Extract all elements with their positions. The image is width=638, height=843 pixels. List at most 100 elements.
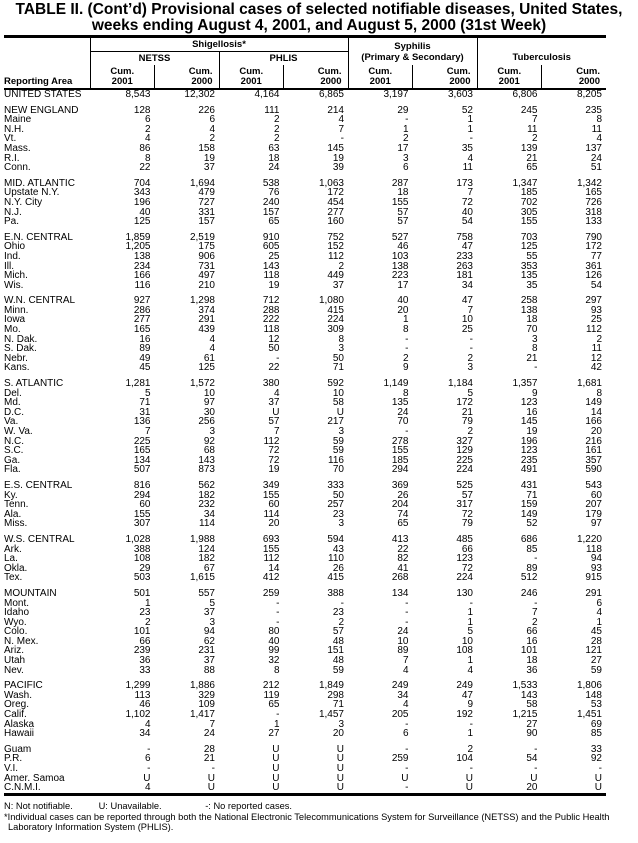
table-row: Ala. 155 34 114 23 74 72 149 179: [4, 508, 606, 520]
value-cell: 2,519: [189, 231, 215, 243]
value-cell: 9: [467, 699, 473, 711]
header-reporting-area: Reporting Area: [4, 65, 90, 90]
value-cell: 259: [262, 587, 280, 599]
value-cell: 16: [526, 406, 538, 418]
value-cell: 1: [402, 123, 409, 135]
value-cell: U: [465, 772, 473, 784]
value-cell: 34: [139, 728, 151, 740]
value-cell: 135: [520, 270, 538, 282]
value-cell: 4: [144, 133, 151, 145]
value-cell: 1,694: [189, 177, 215, 189]
value-cell: 9: [531, 387, 538, 399]
value-cell: 8: [402, 324, 409, 336]
reporting-area-cell: Mont.: [4, 597, 30, 609]
reporting-area-cell: MOUNTAIN: [4, 587, 57, 599]
value-cell: 449: [327, 270, 344, 282]
value-cell: 72: [268, 445, 280, 457]
value-cell: -: [405, 607, 409, 619]
value-cell: 82: [397, 553, 409, 565]
reporting-area-cell: Mo.: [4, 324, 21, 336]
value-cell: 143: [520, 689, 538, 701]
value-cell: 125: [198, 362, 215, 374]
value-cell: U: [143, 772, 151, 784]
reporting-area-cell: Kans.: [4, 362, 30, 374]
footer-u: U: Unavailable.: [98, 801, 162, 811]
value-cell: 11: [527, 123, 538, 135]
syphilis-label: Syphilis: [394, 40, 431, 52]
value-cell: 223: [391, 270, 409, 282]
value-cell: 113: [134, 689, 151, 701]
value-cell: 873: [198, 464, 215, 476]
value-cell: 50: [268, 343, 280, 355]
reporting-area-cell: Okla.: [4, 562, 28, 574]
value-cell: 1,215: [512, 709, 538, 721]
value-cell: 249: [391, 680, 409, 692]
table-bottom-rule: [4, 792, 606, 796]
value-cell: 42: [590, 362, 602, 374]
value-cell: 1,451: [576, 709, 602, 721]
value-cell: 27: [268, 728, 280, 740]
value-cell: 133: [585, 216, 602, 228]
reporting-area-cell: N. Mex.: [4, 635, 39, 647]
value-cell: 1,102: [125, 709, 151, 721]
value-cell: 22: [139, 162, 151, 174]
value-cell: 592: [327, 378, 344, 390]
value-cell: 40: [461, 206, 473, 218]
reporting-area-cell: Idaho: [4, 607, 30, 619]
value-cell: -: [534, 362, 538, 374]
value-cell: 226: [198, 104, 215, 116]
value-cell: 48: [332, 635, 344, 647]
value-cell: 152: [327, 241, 344, 253]
table-row: Del. 5 10 4 10 8 5 9 8: [4, 387, 606, 399]
disease-table: Shigellosis* Syphilis (Primary & Seconda…: [4, 35, 606, 796]
table-row: Tenn. 60 232 60 257 204 317 159 207: [4, 500, 606, 510]
header-cum-2000: Cum. 2000: [412, 65, 477, 90]
table-row: Fla. 507 873 19 70 294 224 491 590: [4, 465, 606, 475]
value-cell: 1,806: [576, 680, 602, 692]
value-cell: 225: [133, 435, 151, 447]
header-cum-2001: Cum. 2001: [476, 65, 542, 90]
value-cell: 11: [591, 343, 602, 355]
value-cell: -: [405, 743, 409, 755]
value-cell: 3: [402, 152, 409, 164]
value-cell: 134: [133, 454, 151, 466]
cum-label: Cum.: [317, 65, 342, 77]
value-cell: -: [276, 352, 280, 364]
reporting-area-cell: Maine: [4, 114, 32, 126]
value-cell: 20: [268, 518, 280, 530]
value-cell: 294: [133, 489, 151, 501]
table-row: Ariz. 239 231 99 151 89 108 101 121: [4, 646, 606, 656]
value-cell: 36: [139, 655, 151, 667]
reporting-area-cell: Utah: [4, 655, 26, 667]
header-phlis: PHLIS: [218, 51, 348, 65]
header-cum-2001: Cum. 2001: [347, 65, 413, 90]
cum-label: Cum.: [368, 65, 393, 77]
value-cell: 57: [268, 416, 280, 428]
value-cell: -: [340, 133, 344, 145]
value-cell: 70: [526, 324, 538, 336]
value-cell: 1,681: [576, 378, 602, 390]
value-cell: 59: [332, 435, 344, 447]
table-row: Minn. 286 374 288 415 20 7 138 93: [4, 306, 606, 316]
table-row: C.N.M.I. 4 U U U - U 20 U: [4, 783, 606, 793]
table-row: Pa. 125 157 65 160 57 54 155 133: [4, 217, 606, 227]
value-cell: 927: [133, 295, 151, 307]
table-row: Ill. 234 731 143 2 138 263 353 361: [4, 261, 606, 272]
value-cell: 1: [467, 655, 473, 667]
value-cell: 1,533: [512, 680, 538, 692]
value-cell: 2: [144, 616, 151, 628]
value-cell: 157: [262, 206, 280, 218]
reporting-area-cell: Iowa: [4, 314, 26, 326]
value-cell: 5: [467, 387, 473, 399]
year-label: 2001: [111, 75, 133, 87]
value-cell: 23: [332, 508, 344, 520]
value-cell: U: [530, 772, 538, 784]
cum-label: Cum.: [576, 65, 600, 77]
value-cell: 29: [397, 104, 409, 116]
value-cell: 1,342: [576, 177, 602, 189]
value-cell: 65: [397, 518, 409, 530]
value-cell: 6: [144, 114, 151, 126]
value-cell: 258: [520, 295, 538, 307]
value-cell: 268: [391, 572, 409, 584]
value-cell: 906: [198, 250, 215, 262]
